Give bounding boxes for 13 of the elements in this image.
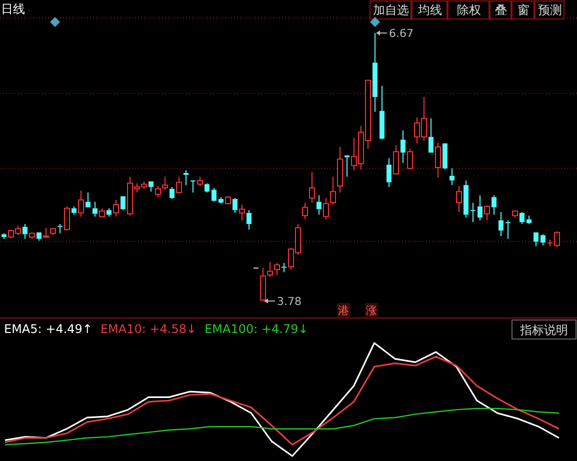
annotation: 6.67 [389, 27, 414, 40]
text: 预测 [538, 3, 562, 17]
text: 涨 [366, 304, 377, 317]
text: 港 [338, 304, 349, 317]
text: 加自选 [373, 3, 409, 17]
text: 均线 [417, 3, 442, 17]
text: 日线 [1, 2, 25, 16]
legend: EMA5: +4.49↑ EMA10: +4.58↓ EMA100: +4.79↓ [4, 322, 308, 336]
text: 叠 [495, 3, 507, 17]
text: 指标说明 [519, 323, 568, 337]
text: 窗 [518, 3, 530, 17]
text: 除权 [457, 3, 481, 17]
annotation: 3.78 [277, 295, 302, 308]
